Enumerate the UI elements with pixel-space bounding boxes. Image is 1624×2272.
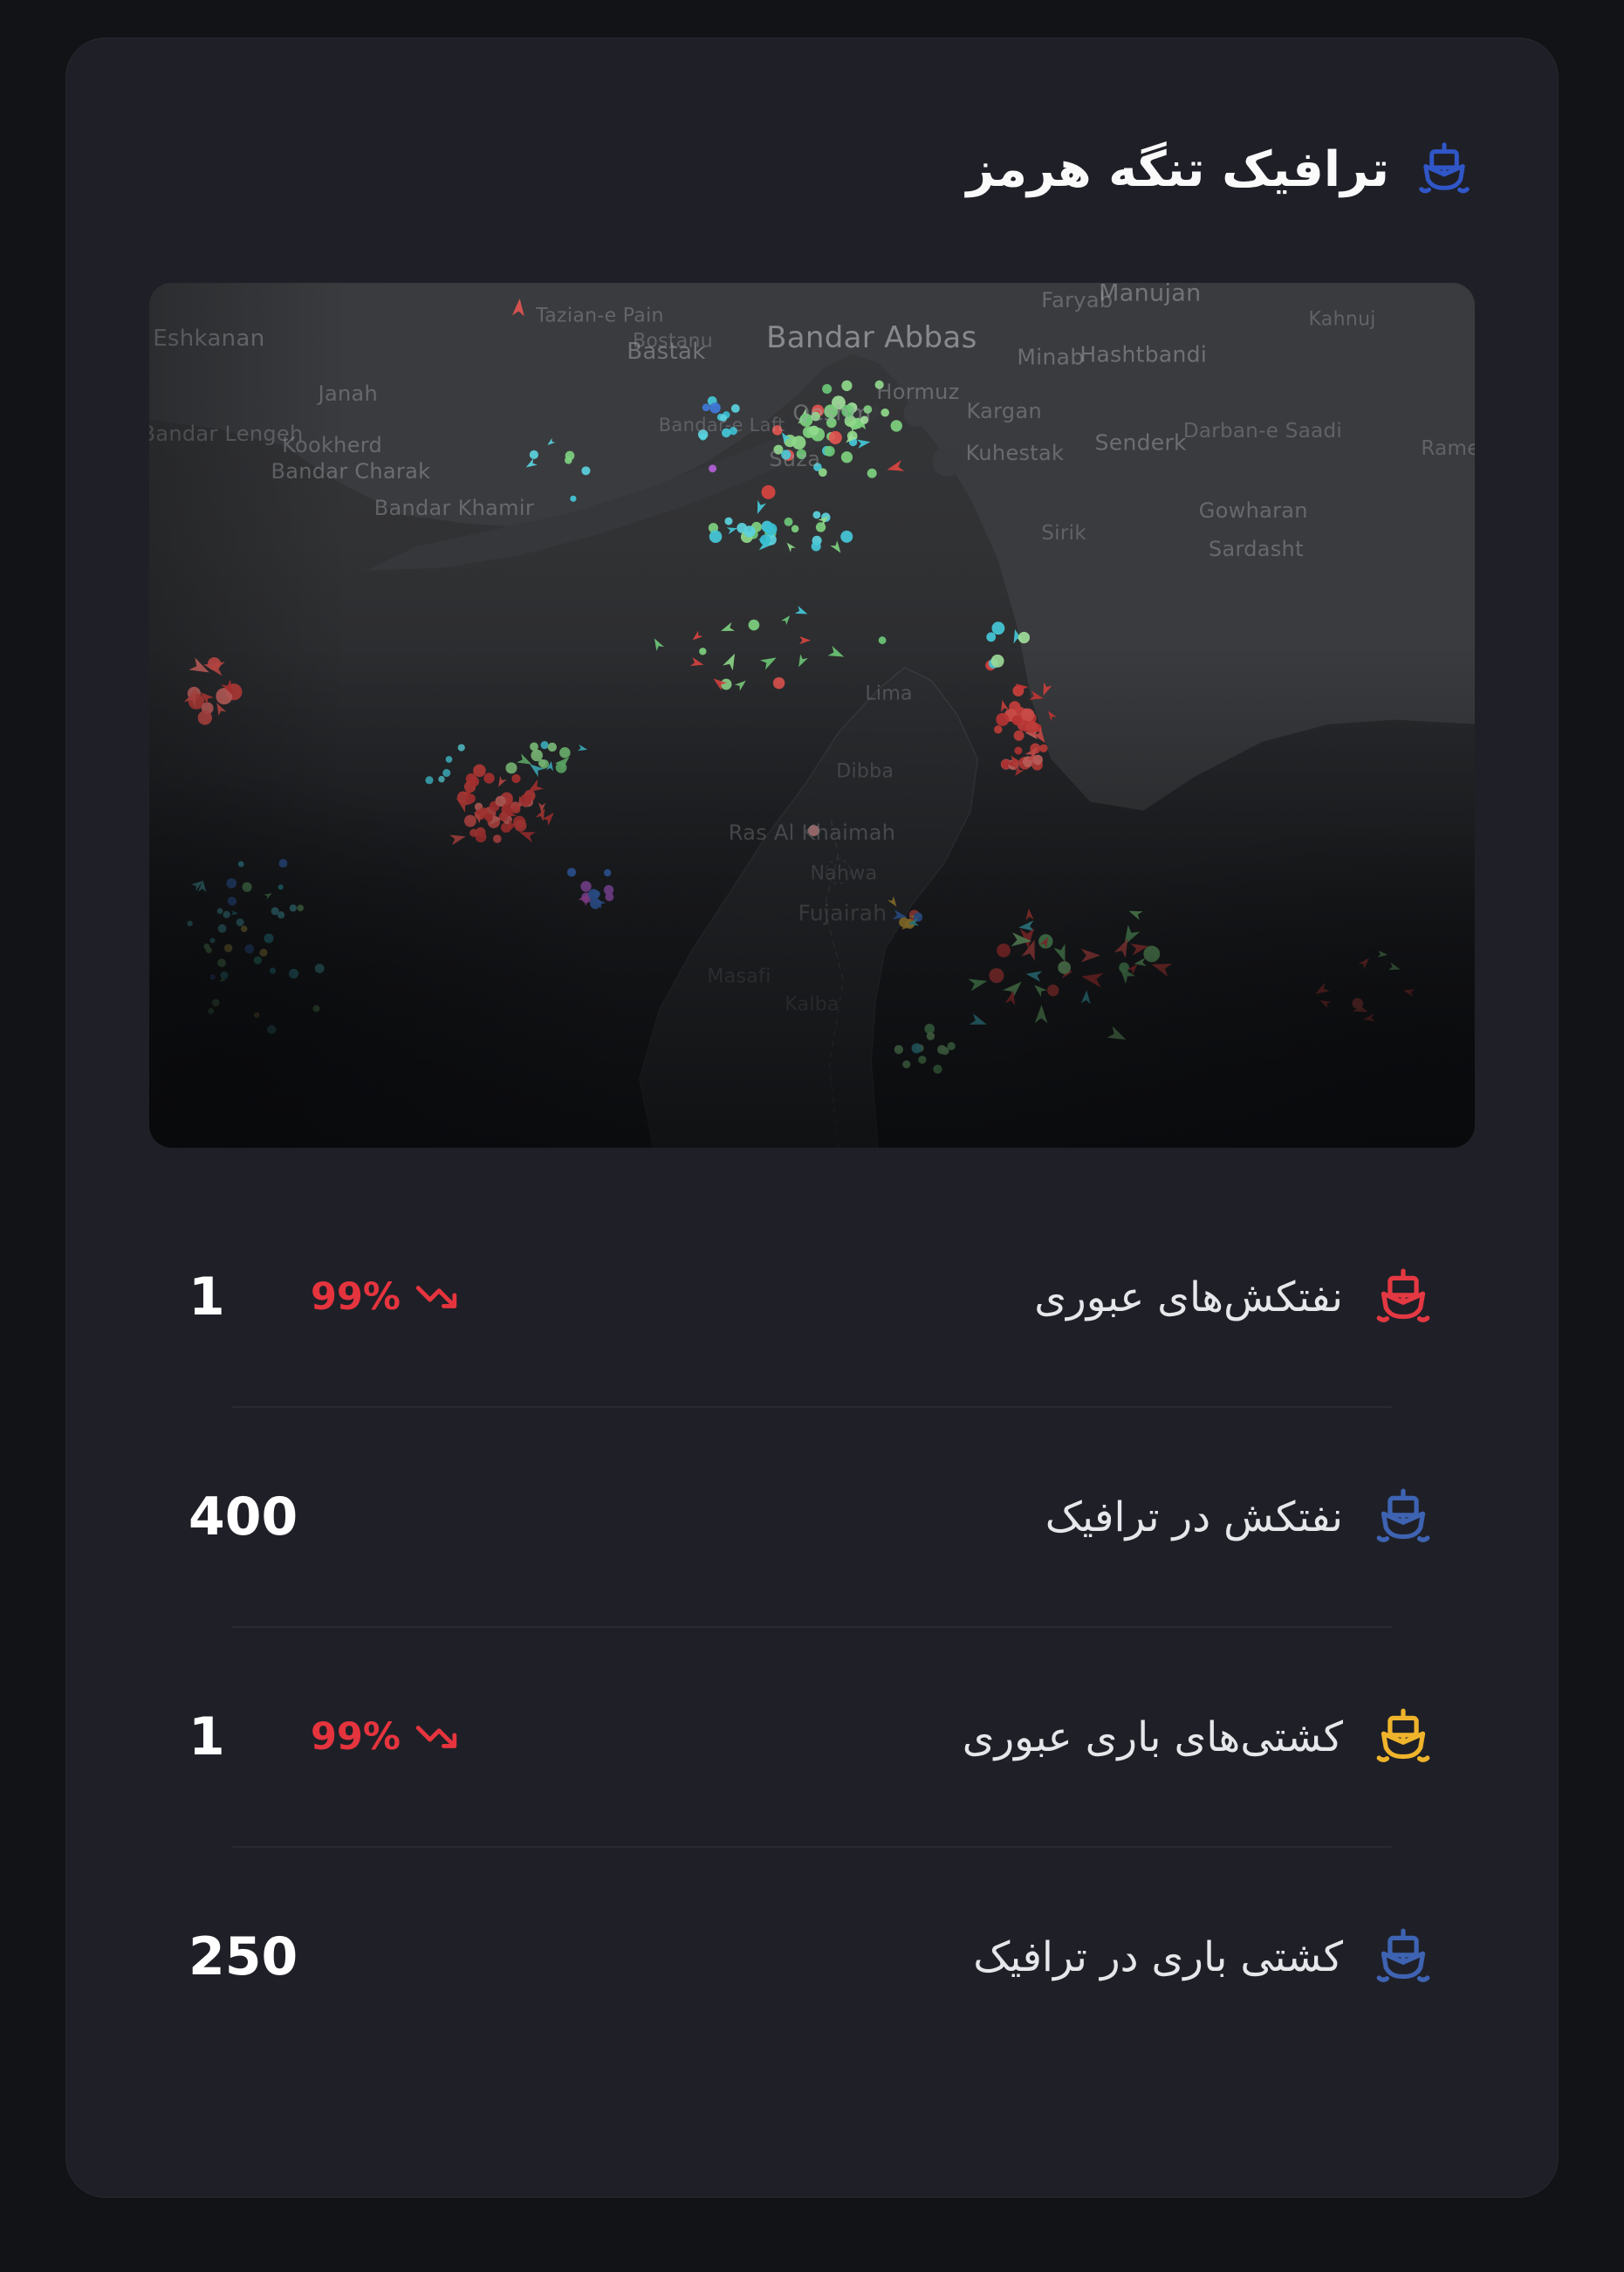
page-title: ترافیک تنگه هرمز xyxy=(966,141,1389,198)
ship-icon xyxy=(1371,1705,1436,1769)
stat-row-cargo-in-traffic: کشتی باری در ترافیک 250 xyxy=(188,1848,1436,2066)
card-header: ترافیک تنگه هرمز xyxy=(149,133,1475,206)
divider xyxy=(232,1406,1392,1409)
stat-value: 400 xyxy=(188,1486,298,1548)
divider xyxy=(232,1846,1392,1849)
traffic-stats-list: نفتکش‌های عبوری 1 99% نفتکش در ترافیک 40… xyxy=(149,1188,1475,2066)
divider xyxy=(232,1626,1392,1629)
trending-down-icon xyxy=(415,1275,458,1319)
hormuz-traffic-card: ترافیک تنگه هرمز Eshkanan Bandar Lengeh Ja… xyxy=(65,38,1559,2199)
stat-row-tankers-in-traffic: نفتکش در ترافیک 400 xyxy=(188,1408,1436,1626)
stat-label: کشتی باری در ترافیک xyxy=(973,1932,1343,1981)
stat-percent: 99% xyxy=(311,1275,401,1320)
stat-value: 1 xyxy=(188,1706,225,1768)
stat-row-cargo-transit: کشتی‌های باری عبوری 1 99% xyxy=(188,1628,1436,1846)
stat-percent: 99% xyxy=(311,1715,401,1760)
stat-row-tankers-transit: نفتکش‌های عبوری 1 99% xyxy=(188,1188,1436,1406)
stat-label: نفتکش در ترافیک xyxy=(1045,1493,1343,1541)
ship-icon xyxy=(1371,1265,1436,1329)
ship-icon xyxy=(1414,139,1475,200)
trending-down-icon xyxy=(415,1715,458,1759)
hormuz-traffic-map[interactable]: Eshkanan Bandar Lengeh Janah Kookherd Bandar… xyxy=(149,283,1475,1149)
ship-icon xyxy=(1371,1485,1436,1549)
stat-label: نفتکش‌های عبوری xyxy=(1034,1273,1343,1321)
stat-label: کشتی‌های باری عبوری xyxy=(962,1713,1343,1761)
stat-value: 250 xyxy=(188,1926,298,1988)
marine-traffic-canvas xyxy=(149,283,1475,1149)
ship-icon xyxy=(1371,1925,1436,1989)
stat-value: 1 xyxy=(188,1266,225,1328)
